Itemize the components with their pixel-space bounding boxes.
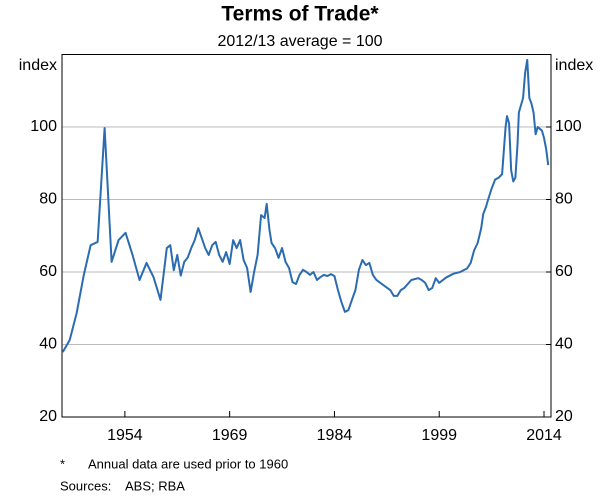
x-tick-label: 1999 — [421, 427, 457, 444]
y-axis-label: index — [19, 57, 57, 74]
x-tick-label: 1984 — [317, 427, 353, 444]
y2-tick-label: 60 — [555, 263, 573, 280]
y-tick-label: 80 — [39, 191, 57, 208]
x-tick-label: 2014 — [526, 427, 562, 444]
chart-subtitle: 2012/13 average = 100 — [217, 33, 382, 50]
note-marker: * — [60, 456, 65, 471]
y2-tick-label: 40 — [555, 336, 573, 353]
chart-title: Terms of Trade* — [221, 3, 379, 26]
note: Annual data are used prior to 1960 — [88, 456, 288, 471]
y2-tick-label: 20 — [555, 408, 573, 425]
sources-label: Sources: — [60, 478, 111, 493]
data-line — [61, 58, 550, 353]
y2-tick-label: 80 — [555, 191, 573, 208]
y2-tick-label: 100 — [555, 118, 582, 135]
x-tick-label: 1954 — [107, 427, 143, 444]
y-tick-label: 100 — [30, 118, 57, 135]
y-tick-label: 20 — [39, 408, 57, 425]
y-tick-label: 40 — [39, 336, 57, 353]
x-tick-label: 1969 — [212, 427, 248, 444]
sources: ABS; RBA — [125, 478, 185, 493]
y2-axis-label: index — [555, 57, 593, 74]
y-tick-label: 60 — [39, 263, 57, 280]
plot-frame — [61, 54, 552, 418]
